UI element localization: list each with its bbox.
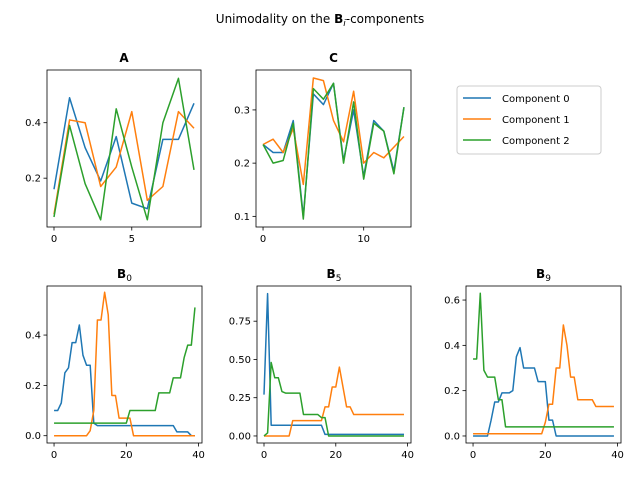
subplot-title: B0 xyxy=(117,267,132,284)
subplot-0: 0 5 0.2 0.4 A xyxy=(25,51,202,245)
x-tick-label: 0 xyxy=(260,234,266,245)
subplot-title-subscript: 0 xyxy=(126,274,132,284)
y-tick-label: 0.1 xyxy=(234,212,250,223)
axes-frame xyxy=(46,285,203,444)
series-line-component-0 xyxy=(54,324,195,437)
series-line-component-1 xyxy=(264,366,404,437)
x-tick-label: 20 xyxy=(329,450,342,461)
series-line-component-2 xyxy=(54,307,196,424)
x-tick-label: 40 xyxy=(401,450,414,461)
y-tick-label: 0.2 xyxy=(234,159,250,170)
y-tick-label: 0.4 xyxy=(25,118,41,129)
legend-label-component-2: Component 2 xyxy=(502,136,570,147)
subplot-2: 0 20 400.00.20.4B0 xyxy=(25,267,205,461)
y-tick-label: 0.6 xyxy=(444,296,460,307)
series-line-component-1 xyxy=(54,291,195,437)
y-tick-label: 0.25 xyxy=(229,393,251,404)
x-tick-label: 20 xyxy=(539,450,552,461)
subplot-title-main: B xyxy=(536,267,545,281)
subplot-title-main: A xyxy=(119,51,129,65)
x-tick-label: 20 xyxy=(120,450,133,461)
subplot-title-main: C xyxy=(329,51,338,65)
y-tick-label: 0.3 xyxy=(234,105,250,116)
subplot-title: B9 xyxy=(536,267,551,284)
axes-frame xyxy=(256,285,412,444)
subplot-4: 0 20 40 0.0 0.2 0.4 0.6 B9 xyxy=(444,267,624,461)
y-tick-label: 0.2 xyxy=(444,386,460,397)
x-tick-label: 0 xyxy=(51,234,57,245)
subplot-title-main: B xyxy=(117,267,126,281)
series-line-component-1 xyxy=(262,77,405,186)
subplot-title: B5 xyxy=(327,267,342,284)
subplot-title: C xyxy=(329,51,338,65)
suptitle-subscript: i xyxy=(343,19,346,29)
series-line-component-2 xyxy=(473,292,614,428)
suptitle-text: Unimodality on the xyxy=(216,12,330,26)
x-tick-label: 10 xyxy=(357,234,370,245)
subplot-3: 0 20 40 0.00 0.25 0.50 0.75 B5 xyxy=(229,267,414,461)
subplot-title-main: B xyxy=(327,267,336,281)
axes-frame xyxy=(465,285,622,444)
x-tick-label: 40 xyxy=(611,450,624,461)
series-line-component-1 xyxy=(473,324,614,435)
legend-label-component-1: Component 1 xyxy=(502,115,570,126)
x-tick-label: 5 xyxy=(129,234,135,245)
figure-suptitle: Unimodality on the Bi-components xyxy=(216,12,424,29)
y-tick-label: 0.2 xyxy=(25,174,41,185)
y-tick-label: 0.2 xyxy=(25,381,41,392)
legend: Component 0 Component 1 Component 2 xyxy=(456,85,602,155)
subplot-title: A xyxy=(119,51,129,65)
series-line-component-0 xyxy=(473,346,614,437)
legend-frame xyxy=(456,85,602,155)
x-tick-label: 0 xyxy=(51,450,57,461)
axes-frame xyxy=(46,69,202,228)
x-tick-label: 0 xyxy=(261,450,267,461)
y-tick-label: 0.50 xyxy=(229,355,251,366)
suptitle-tail: -components xyxy=(346,12,424,26)
axes-frame xyxy=(255,69,412,228)
subplot-title-subscript: 5 xyxy=(336,274,342,284)
legend-label-component-0: Component 0 xyxy=(502,94,570,105)
y-tick-label: 0.0 xyxy=(444,431,460,442)
y-tick-label: 0.0 xyxy=(25,431,41,442)
subplot-title-subscript: 9 xyxy=(545,274,551,284)
series-line-component-2 xyxy=(263,361,404,437)
series-line-component-2 xyxy=(53,77,195,221)
y-tick-label: 0.75 xyxy=(229,317,251,328)
y-tick-label: 0.00 xyxy=(229,431,251,442)
series-line-component-0 xyxy=(53,96,195,210)
y-tick-label: 0.4 xyxy=(444,341,460,352)
series-line-component-0 xyxy=(263,292,404,436)
suptitle-bold-symbol: B xyxy=(334,12,343,26)
x-tick-label: 0 xyxy=(470,450,476,461)
series-line-component-1 xyxy=(53,110,195,215)
y-tick-label: 0.4 xyxy=(25,331,41,342)
x-tick-label: 40 xyxy=(192,450,205,461)
subplot-1: 0 10 0.1 0.2 0.3 C xyxy=(234,51,412,245)
series-line-component-2 xyxy=(262,82,405,220)
